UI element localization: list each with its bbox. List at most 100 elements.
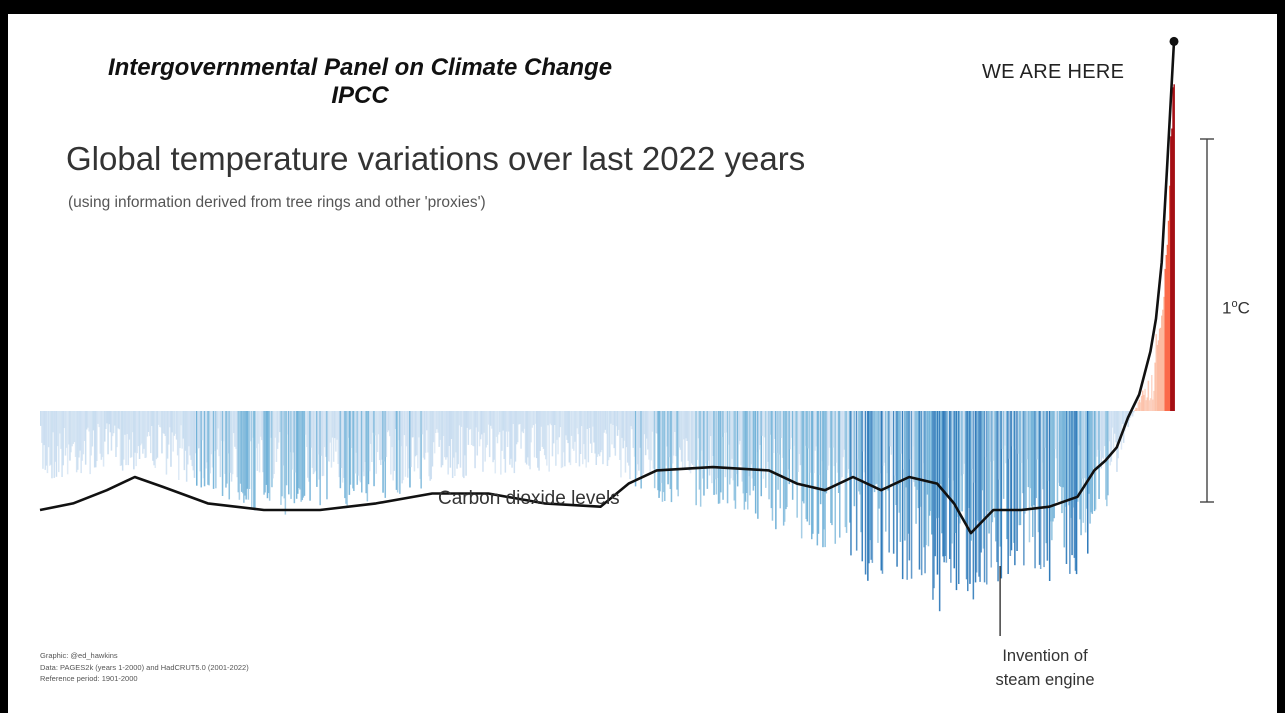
temperature-stripe [1018, 411, 1021, 526]
temperature-stripe [424, 411, 427, 453]
temperature-stripe [115, 411, 117, 457]
temperature-stripe [899, 411, 902, 542]
temperature-stripe [531, 411, 534, 428]
temperature-stripe [442, 411, 445, 436]
temperature-stripe [863, 411, 866, 473]
temperature-stripe [1156, 344, 1159, 411]
temperature-stripe [109, 411, 112, 433]
temperature-stripe [185, 411, 188, 482]
temperature-stripe [64, 411, 67, 456]
temperature-stripe [385, 411, 388, 457]
temperature-stripe [98, 411, 100, 428]
temperature-stripe [722, 411, 724, 500]
temperature-stripe [967, 411, 969, 592]
chart-subtitle: (using information derived from tree rin… [68, 194, 486, 211]
temperature-stripe [200, 411, 203, 488]
temperature-stripe [55, 411, 58, 477]
temperature-stripe [248, 411, 251, 489]
temperature-stripe [781, 411, 784, 458]
temperature-stripe [69, 411, 71, 461]
temperature-stripe [1105, 411, 1107, 500]
temperature-stripe [240, 411, 243, 492]
temperature-stripe [60, 411, 62, 449]
temperature-stripe [1169, 185, 1171, 411]
temperature-stripe [533, 411, 536, 458]
temperature-stripe [407, 411, 409, 478]
temperature-stripe [1016, 411, 1018, 551]
temperature-stripe [1108, 411, 1110, 442]
temperature-stripe [885, 411, 887, 532]
temperature-stripe [180, 411, 182, 426]
temperature-stripe [901, 411, 904, 580]
temperature-stripe [1131, 411, 1134, 417]
temperature-stripe [749, 411, 751, 496]
temperature-stripe [183, 411, 186, 471]
temperature-stripe [410, 411, 412, 468]
temperature-stripe [758, 411, 760, 450]
temperature-stripe [660, 411, 663, 483]
temperature-stripe [206, 411, 208, 463]
temperature-stripe [302, 411, 305, 498]
temperature-stripe [735, 411, 738, 475]
temperature-stripe [316, 411, 318, 487]
temperature-stripe [937, 411, 940, 518]
temperature-stripe [58, 411, 60, 473]
temperature-stripe [339, 411, 342, 489]
temperature-stripe [945, 411, 948, 563]
temperature-stripe [905, 411, 907, 488]
temperature-stripe [108, 411, 111, 425]
temperature-stripe [978, 411, 980, 577]
temperature-stripe [1070, 411, 1072, 518]
temperature-stripe [1112, 411, 1115, 449]
temperature-stripe [713, 411, 715, 495]
temperature-stripe [693, 411, 695, 469]
temperature-stripe [1075, 411, 1078, 575]
temperature-stripe [605, 411, 608, 434]
temperature-stripe [832, 411, 834, 448]
temperature-stripe [445, 411, 447, 460]
temperature-stripe [1163, 296, 1165, 411]
temperature-stripe [135, 411, 137, 467]
temperature-stripe [500, 411, 502, 475]
temperature-stripe [395, 411, 398, 490]
temperature-stripe [1167, 220, 1170, 411]
temperature-stripe [102, 411, 105, 467]
co2-series-label: Carbon dioxide levels [438, 488, 620, 509]
temperature-stripe [993, 411, 996, 518]
temperature-stripe [657, 411, 659, 491]
temperature-stripe [74, 411, 77, 457]
temperature-stripe [760, 411, 763, 497]
temperature-stripe [819, 411, 822, 505]
temperature-stripe [101, 411, 104, 458]
temperature-stripe [428, 411, 430, 477]
temperature-stripe [720, 411, 722, 493]
temperature-stripe [955, 411, 958, 591]
temperature-stripe [725, 411, 728, 433]
temperature-stripe [1021, 411, 1024, 494]
temperature-stripe [601, 411, 603, 450]
temperature-stripe [516, 411, 519, 443]
temperature-stripe [364, 411, 366, 462]
temperature-stripe [179, 411, 181, 449]
temperature-stripe [680, 411, 683, 462]
temperature-stripe [145, 411, 148, 458]
temperature-stripe [217, 411, 219, 429]
temperature-stripe [1170, 136, 1172, 412]
temperature-stripe [522, 411, 525, 434]
temperature-stripe [400, 411, 402, 447]
temperature-stripe [59, 411, 61, 434]
temperature-stripe [892, 411, 895, 554]
temperature-stripe [552, 411, 555, 444]
temperature-stripe [961, 411, 963, 512]
temperature-stripe [1160, 327, 1162, 411]
temperature-stripe [1094, 411, 1097, 510]
temperature-stripe [1096, 411, 1098, 457]
temperature-stripe [327, 411, 329, 462]
temperature-stripe [1074, 411, 1077, 571]
temperature-stripe [332, 411, 335, 462]
temperature-stripe [1048, 411, 1051, 581]
temperature-stripe [904, 411, 906, 541]
temperature-stripe [677, 411, 679, 497]
temperature-stripe [426, 411, 428, 431]
temperature-stripe [959, 411, 961, 524]
